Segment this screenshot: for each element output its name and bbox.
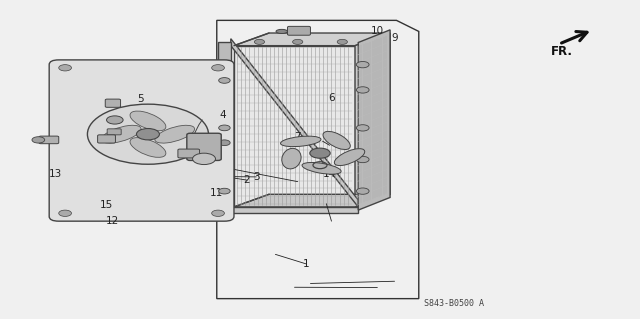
Circle shape: [212, 65, 225, 71]
Ellipse shape: [334, 149, 365, 166]
Circle shape: [59, 210, 72, 216]
Circle shape: [136, 129, 159, 140]
Polygon shape: [234, 33, 390, 46]
Text: 7: 7: [294, 132, 301, 142]
Text: 15: 15: [100, 200, 113, 210]
Text: 3: 3: [253, 172, 260, 182]
Circle shape: [356, 125, 369, 131]
Text: 13: 13: [49, 169, 62, 179]
FancyBboxPatch shape: [187, 133, 221, 160]
FancyBboxPatch shape: [105, 99, 120, 107]
Text: S843-B0500 A: S843-B0500 A: [424, 299, 484, 308]
Text: 1: 1: [303, 259, 309, 269]
Polygon shape: [218, 42, 231, 210]
Text: 4: 4: [219, 110, 226, 120]
Ellipse shape: [207, 141, 217, 147]
Circle shape: [310, 148, 330, 158]
FancyBboxPatch shape: [98, 135, 115, 143]
FancyBboxPatch shape: [178, 149, 200, 158]
Circle shape: [88, 104, 209, 164]
Circle shape: [106, 116, 123, 124]
Ellipse shape: [155, 125, 195, 143]
Polygon shape: [358, 30, 390, 210]
Circle shape: [219, 140, 230, 145]
Circle shape: [193, 153, 216, 165]
Ellipse shape: [130, 111, 166, 131]
Text: FR.: FR.: [550, 45, 573, 58]
Text: 14: 14: [323, 169, 336, 179]
Text: 10: 10: [371, 26, 384, 36]
FancyBboxPatch shape: [39, 136, 59, 144]
Text: 6: 6: [328, 93, 335, 103]
Circle shape: [219, 125, 230, 131]
Text: 12: 12: [106, 216, 120, 226]
Circle shape: [292, 39, 303, 44]
FancyBboxPatch shape: [287, 26, 310, 35]
Ellipse shape: [323, 131, 350, 150]
Circle shape: [219, 78, 230, 83]
Polygon shape: [231, 207, 358, 213]
Text: 5: 5: [137, 94, 143, 104]
Circle shape: [356, 87, 369, 93]
Ellipse shape: [280, 136, 321, 147]
Circle shape: [254, 39, 264, 44]
Text: 11: 11: [210, 188, 223, 198]
Circle shape: [337, 39, 348, 44]
Text: 8: 8: [135, 136, 141, 145]
Circle shape: [356, 188, 369, 194]
Ellipse shape: [282, 148, 301, 169]
Circle shape: [219, 188, 230, 194]
Ellipse shape: [276, 29, 287, 33]
Polygon shape: [231, 39, 358, 207]
Polygon shape: [234, 194, 390, 207]
Circle shape: [59, 65, 72, 71]
Polygon shape: [355, 33, 390, 207]
Text: 9: 9: [391, 33, 398, 43]
Ellipse shape: [302, 162, 341, 174]
FancyBboxPatch shape: [107, 129, 121, 135]
Circle shape: [32, 137, 45, 143]
Polygon shape: [234, 46, 355, 207]
Ellipse shape: [101, 125, 141, 143]
Ellipse shape: [130, 137, 166, 157]
Circle shape: [356, 62, 369, 68]
Text: 2: 2: [243, 175, 250, 185]
Circle shape: [356, 156, 369, 163]
Circle shape: [212, 210, 225, 216]
FancyBboxPatch shape: [49, 60, 234, 221]
